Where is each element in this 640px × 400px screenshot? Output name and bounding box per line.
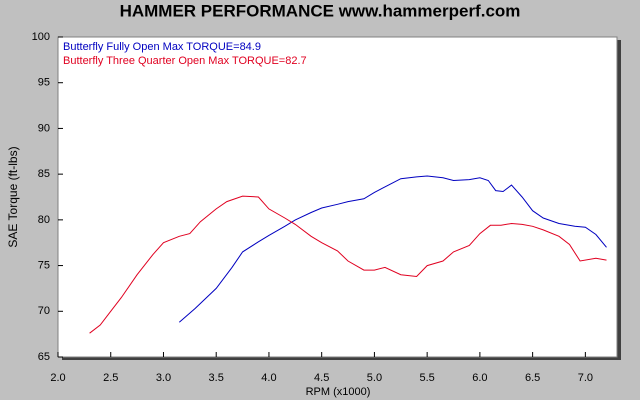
x-tick-label: 6.5 (525, 372, 540, 384)
x-tick-label: 2.0 (50, 372, 65, 384)
y-axis-label: SAE Torque (ft-lbs) (6, 146, 20, 247)
x-tick-label: 3.5 (209, 372, 224, 384)
y-tick-label: 100 (32, 31, 50, 43)
x-tick-label: 3.0 (156, 372, 171, 384)
x-tick-label: 6.0 (472, 372, 487, 384)
x-axis-label: RPM (x1000) (306, 386, 371, 398)
y-tick-label: 95 (38, 77, 50, 89)
x-tick-label: 5.0 (367, 372, 382, 384)
y-tick-label: 80 (38, 214, 50, 226)
plot-area (57, 36, 618, 358)
y-tick-label: 65 (38, 351, 50, 363)
chart-title: HAMMER PERFORMANCE www.hammerperf.com (120, 1, 521, 20)
series-line (178, 175, 607, 323)
y-tick-label: 90 (38, 122, 50, 134)
x-tick-label: 4.0 (261, 372, 276, 384)
x-tick-label: 7.0 (578, 372, 593, 384)
series-line (89, 195, 607, 334)
legend-entry: Butterfly Three Quarter Open Max TORQUE=… (63, 55, 307, 67)
y-tick-label: 75 (38, 259, 50, 271)
x-tick-label: 2.5 (103, 372, 118, 384)
x-tick-label: 5.5 (420, 372, 435, 384)
y-tick-label: 85 (38, 168, 50, 180)
legend-entry: Butterfly Fully Open Max TORQUE=84.9 (63, 41, 261, 53)
y-tick-label: 70 (38, 305, 50, 317)
x-tick-label: 4.5 (314, 372, 329, 384)
